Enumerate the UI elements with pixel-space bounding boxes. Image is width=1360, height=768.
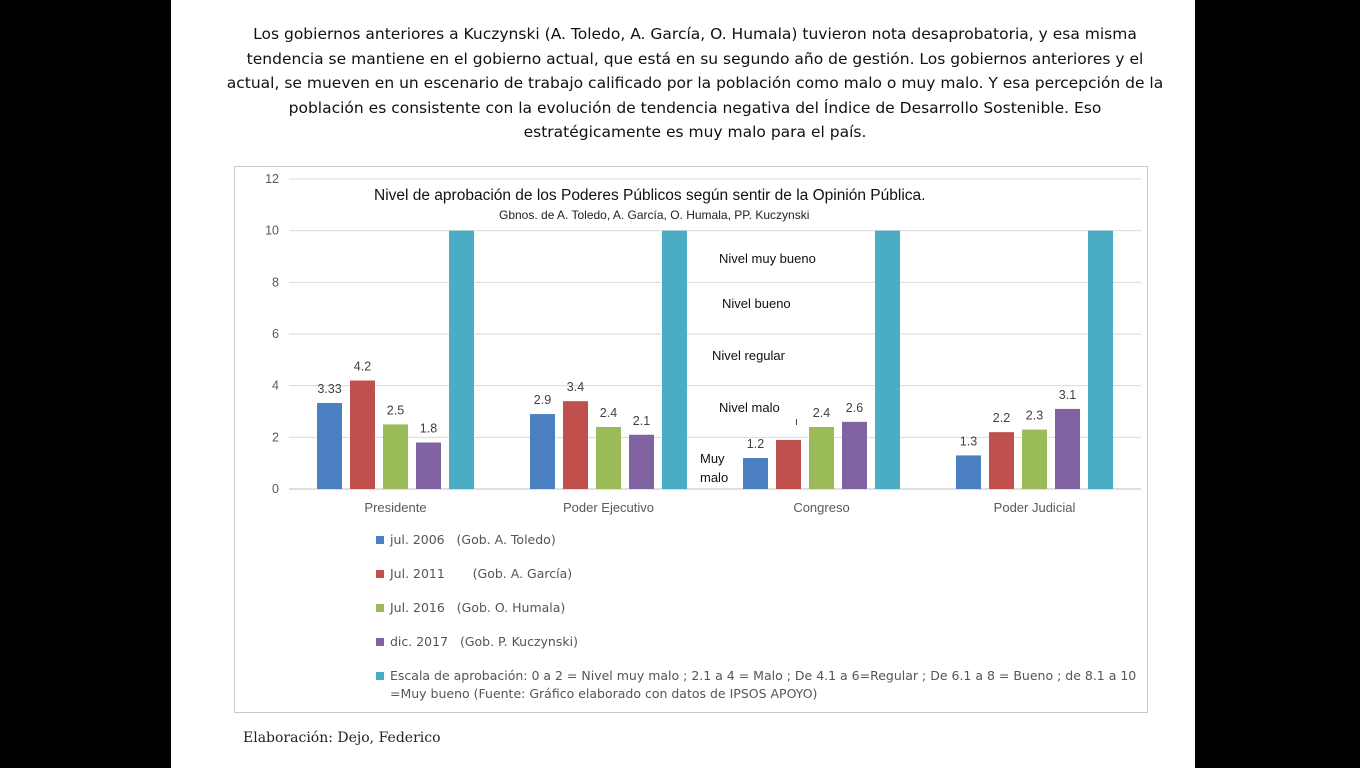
bar: [350, 380, 375, 489]
legend-item-2006: jul. 2006 (Gob. A. Toledo): [376, 531, 556, 549]
data-label: 4.2: [354, 360, 371, 374]
legend-item-2017: dic. 2017 (Gob. P. Kuczynski): [376, 633, 578, 651]
bar: [989, 432, 1014, 489]
y-tick-label: 2: [272, 430, 279, 444]
legend-item-2016: Jul. 2016 (Gob. O. Humala): [376, 599, 565, 617]
data-label: 2.5: [387, 403, 404, 417]
data-label: 3.1: [1059, 388, 1076, 402]
x-tick-label: Poder Judicial: [994, 500, 1076, 515]
x-tick-label: Congreso: [793, 500, 849, 515]
bar: [662, 230, 687, 489]
data-label: 1.3: [960, 434, 977, 448]
data-label: 3.33: [317, 382, 341, 396]
bar: [809, 427, 834, 489]
bar: [1055, 408, 1080, 489]
bar: [596, 427, 621, 489]
y-tick-label: 8: [272, 275, 279, 289]
bar: [1088, 230, 1113, 489]
data-label: 2.9: [534, 393, 551, 407]
level-annotation: Nivel regular: [712, 348, 786, 363]
data-label: 1.8: [420, 422, 437, 436]
y-tick-label: 12: [265, 172, 279, 186]
legend-item-scale: Escala de aprobación: 0 a 2 = Nivel muy …: [376, 667, 1160, 703]
chart-frame: 0 2 4 6 8 10 12 3.33 4.2 2.5 1.8 Presidente 2.9 3.4 2.…: [234, 166, 1148, 713]
legend-swatch: [376, 570, 384, 578]
level-annotation: Nivel bueno: [722, 296, 791, 311]
legend-label: Escala de aprobación: 0 a 2 = Nivel muy …: [390, 668, 1137, 701]
bar: [416, 442, 441, 489]
y-tick-label: 4: [272, 379, 279, 393]
data-label: 2.3: [1026, 409, 1043, 423]
y-tick-label: 10: [265, 224, 279, 238]
data-label: 1.2: [747, 437, 764, 451]
bar: [383, 424, 408, 489]
data-label: 2.4: [813, 406, 830, 420]
legend-swatch: [376, 604, 384, 612]
x-tick-label: Poder Ejecutivo: [563, 500, 654, 515]
data-label: 2.4: [600, 406, 617, 420]
data-label: 2.6: [846, 401, 863, 415]
legend-swatch: [376, 536, 384, 544]
level-annotation: Nivel muy bueno: [719, 251, 816, 266]
stray-label: ı: [795, 416, 798, 428]
bar: [842, 421, 867, 489]
legend-label: Jul. 2016 (Gob. O. Humala): [390, 600, 566, 615]
legend-item-2011: Jul. 2011 (Gob. A. García): [376, 565, 572, 583]
chart-subtitle: Gbnos. de A. Toledo, A. García, O. Humal…: [499, 208, 809, 222]
level-annotation-muy-malo-line1: Muy: [700, 451, 725, 466]
bar: [317, 402, 342, 489]
level-annotation-muy-malo-line2: malo: [700, 470, 728, 485]
bar: [1022, 429, 1047, 489]
bar: [875, 230, 900, 489]
bar: [563, 401, 588, 489]
legend-swatch: [376, 638, 384, 646]
legend-label: Jul. 2011 (Gob. A. García): [390, 566, 573, 581]
legend-label: dic. 2017 (Gob. P. Kuczynski): [390, 634, 578, 649]
bar: [776, 439, 801, 489]
bar: [956, 455, 981, 489]
data-label: 2.1: [633, 414, 650, 428]
bar: [629, 434, 654, 489]
chart-title: Nivel de aprobación de los Poderes Públi…: [374, 187, 925, 204]
level-annotation: Nivel malo: [719, 400, 780, 415]
slide: Los gobiernos anteriores a Kuczynski (A.…: [171, 0, 1195, 768]
legend-label: jul. 2006 (Gob. A. Toledo): [390, 532, 556, 547]
data-label: 3.4: [567, 380, 584, 394]
y-tick-label: 0: [272, 482, 279, 496]
bar-chart: 0 2 4 6 8 10 12 3.33 4.2 2.5 1.8 Presidente 2.9 3.4 2.…: [265, 172, 1141, 515]
bar: [743, 458, 768, 489]
y-tick-label: 6: [272, 327, 279, 341]
bar: [530, 414, 555, 489]
x-tick-label: Presidente: [364, 500, 426, 515]
credit-line: Elaboración: Dejo, Federico: [243, 730, 441, 746]
bar: [449, 230, 474, 489]
intro-paragraph: Los gobiernos anteriores a Kuczynski (A.…: [226, 25, 1164, 141]
legend-swatch: [376, 672, 384, 680]
data-label: 2.2: [993, 411, 1010, 425]
